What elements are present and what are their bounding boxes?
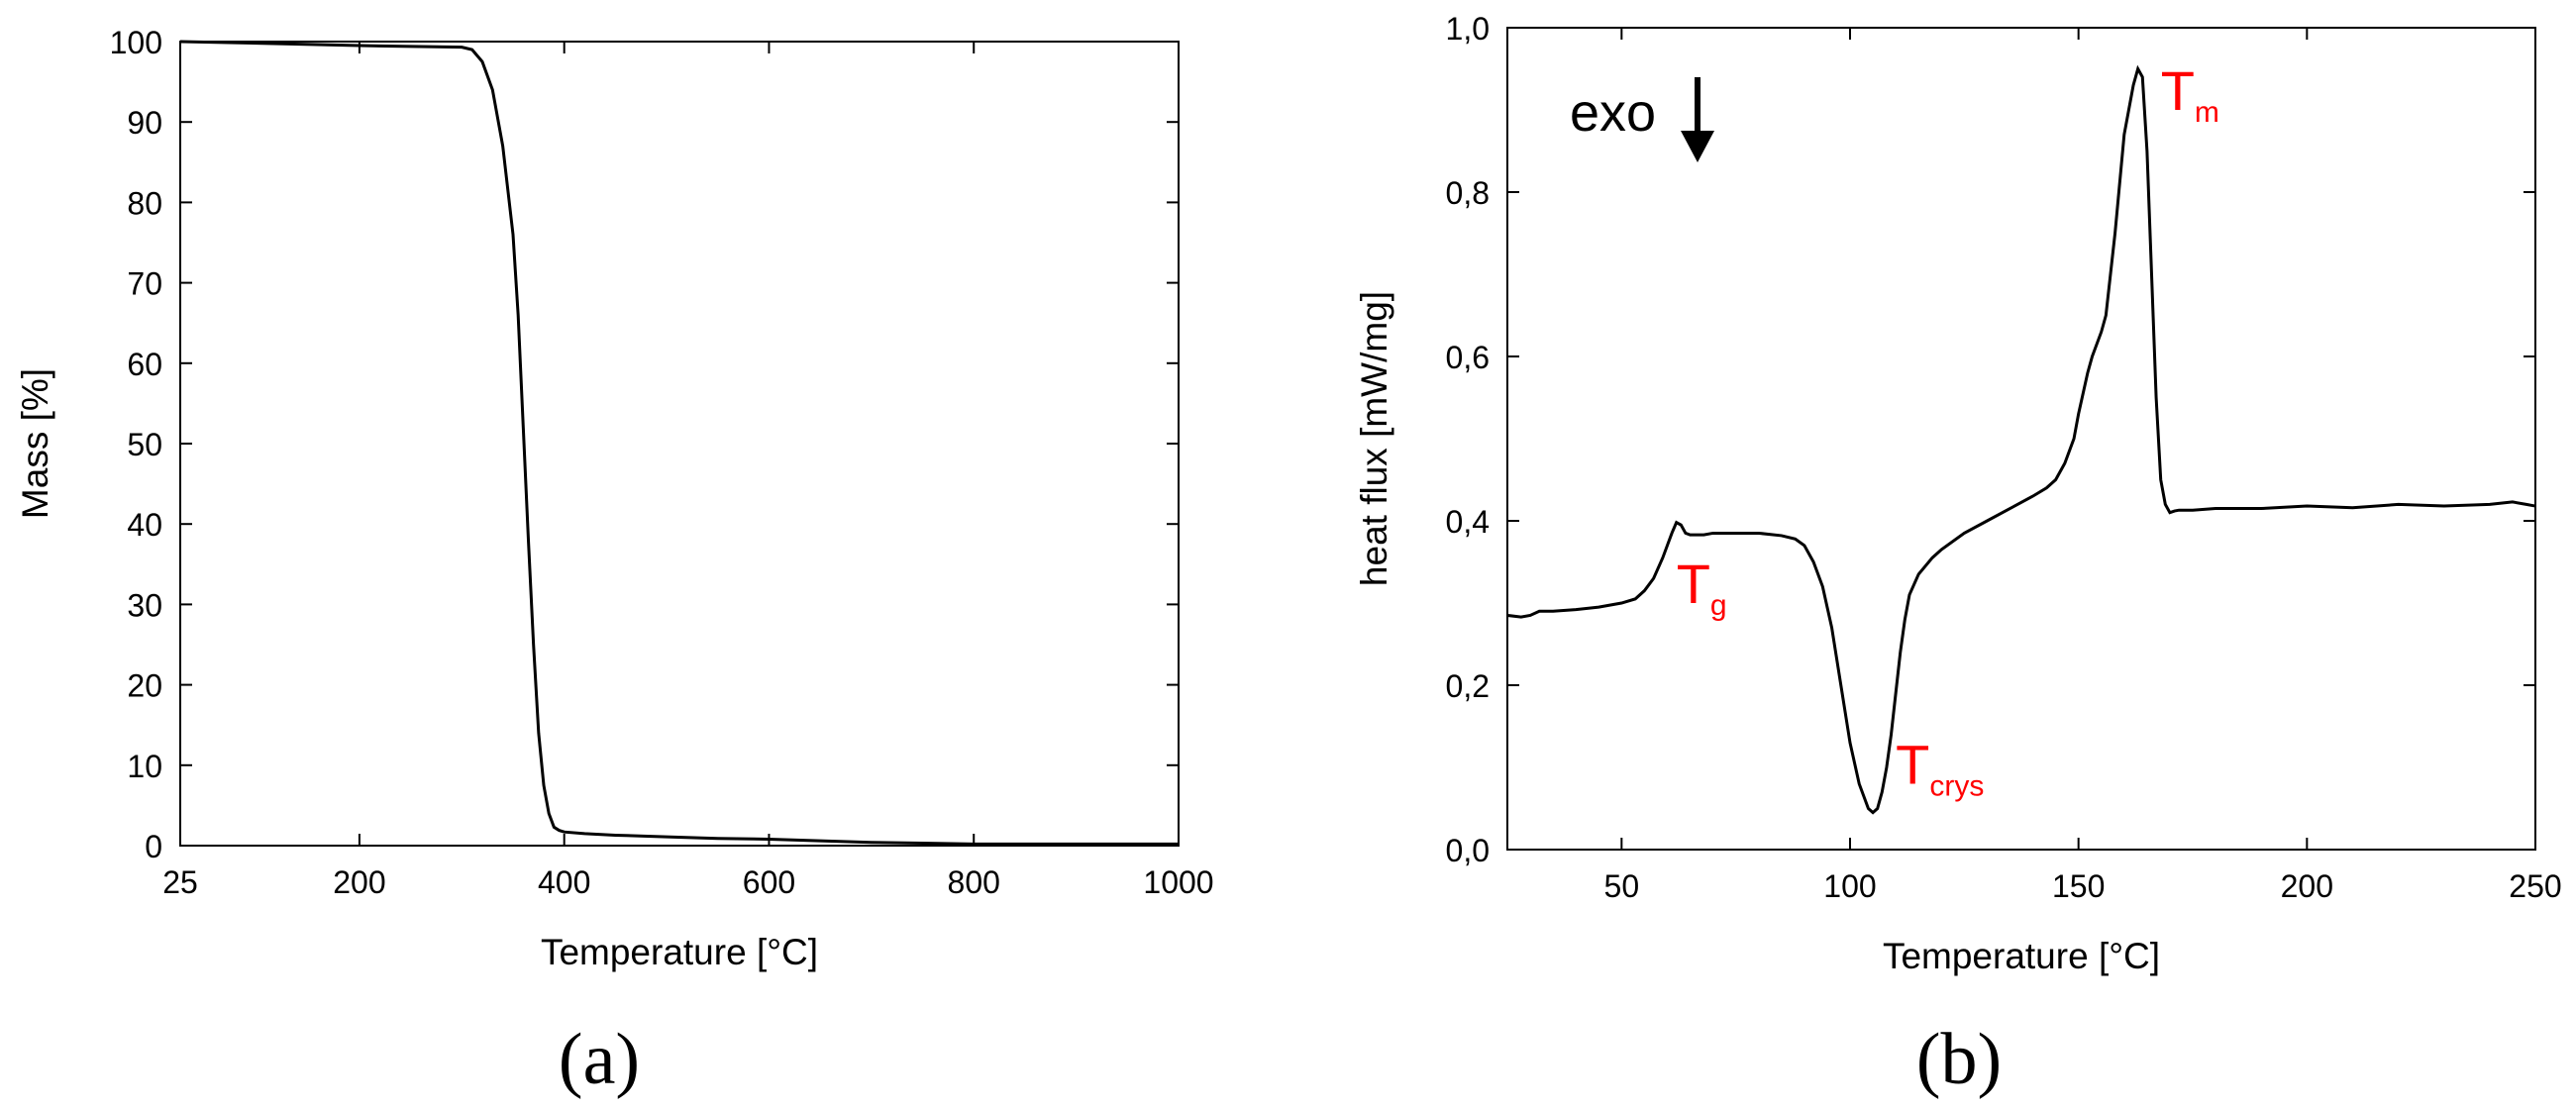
chart-a: 25 200 400 600 800 1000 0 10 20 30 40 50 60 70 80 90 100… (15, 25, 1214, 1100)
y-tick-label: 60 (127, 347, 162, 382)
y-tick-label: 0 (145, 829, 162, 864)
x-tick-label: 1000 (1143, 864, 1213, 900)
x-tick-label: 800 (948, 864, 1000, 900)
x-tick-label: 250 (2509, 868, 2561, 904)
y-tick-label: 30 (127, 587, 162, 623)
chart-b-exo-label: exo (1570, 83, 1656, 143)
y-tick-label: 0,0 (1446, 833, 1490, 868)
y-tick-label: 0,4 (1446, 504, 1490, 540)
chart-b: 50 100 150 200 250 0,0 0,2 0,4 0,6 0,8 1,0 Tempera… (1354, 11, 2562, 1100)
y-tick-label: 40 (127, 507, 162, 543)
x-tick-label: 400 (538, 864, 590, 900)
x-tick-label: 600 (743, 864, 795, 900)
chart-b-plot-frame (1506, 27, 2536, 851)
chart-b-ylabel: heat flux [mW/mg] (1354, 291, 1394, 586)
x-tick-label: 150 (2052, 868, 2105, 904)
chart-b-ticks: 50 100 150 200 250 0,0 0,2 0,4 0,6 0,8 1,0 (1446, 11, 2562, 904)
y-tick-label: 50 (127, 427, 162, 462)
y-tick-label: 10 (127, 749, 162, 784)
y-tick-label: 80 (127, 185, 162, 221)
chart-a-xlabel: Temperature [°C] (541, 932, 818, 972)
y-tick-label: 0,2 (1446, 668, 1490, 704)
x-tick-label: 100 (1823, 868, 1876, 904)
y-tick-label: 100 (110, 25, 162, 60)
y-tick-label: 70 (127, 266, 162, 302)
chart-b-xlabel: Temperature [°C] (1883, 936, 2160, 976)
y-tick-label: 0,8 (1446, 175, 1490, 211)
chart-a-ticks: 25 200 400 600 800 1000 0 10 20 30 40 50 60 70 80 90 100 (110, 25, 1214, 900)
chart-b-annotations: Tg Tcrys Tm (1677, 59, 2219, 803)
chart-a-panel-label: (a) (559, 1019, 640, 1100)
x-tick-label: 25 (162, 864, 198, 900)
y-tick-label: 0,6 (1446, 340, 1490, 375)
annotation-crys: Tcrys (1896, 734, 1984, 803)
x-tick-label: 50 (1604, 868, 1640, 904)
y-tick-label: 20 (127, 668, 162, 704)
chart-a-ylabel: Mass [%] (15, 368, 55, 519)
annotation-m: Tm (2161, 59, 2219, 129)
x-tick-label: 200 (2281, 868, 2333, 904)
y-tick-label: 1,0 (1446, 11, 1490, 47)
chart-b-series-line (1506, 64, 2536, 815)
chart-b-panel-label: (b) (1916, 1019, 2002, 1100)
y-tick-label: 90 (127, 105, 162, 141)
chart-a-plot-frame (179, 41, 1180, 847)
x-tick-label: 200 (333, 864, 385, 900)
annotation-g: Tg (1677, 553, 1727, 622)
chart-a-series-line (179, 40, 1179, 846)
exo-arrow-icon (1681, 77, 1714, 162)
